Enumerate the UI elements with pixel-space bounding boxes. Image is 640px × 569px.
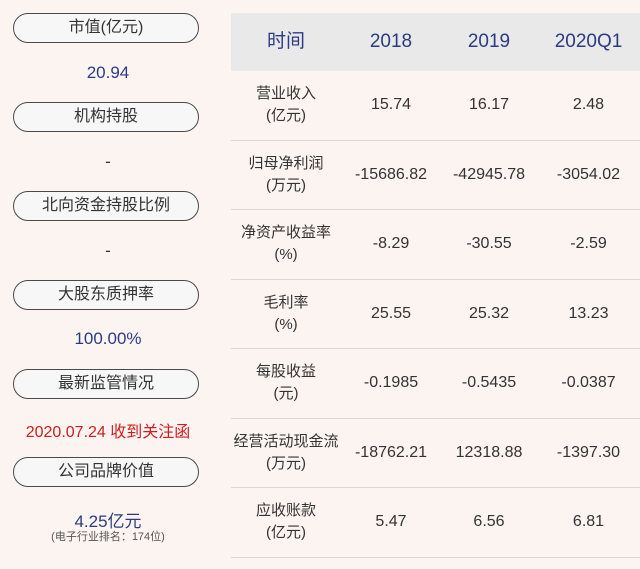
table-row: 毛利率 (%) 25.55 25.32 13.23 [231, 280, 640, 349]
brand-value-label: 公司品牌价值 [13, 457, 199, 487]
cell-2018: 15.74 [370, 96, 412, 114]
institutional-holding-value: - [105, 152, 111, 171]
row-label: 归母净利润 (万元) [248, 154, 324, 194]
cell-2018: 5.47 [375, 513, 407, 531]
cell-2018: -18762.21 [354, 443, 428, 461]
table-header: 时间 2018 2019 2020Q1 [231, 13, 640, 71]
cell-2019: -30.55 [466, 235, 512, 253]
row-label: 每股收益 (元) [255, 363, 316, 403]
cell-2020q1: 2.48 [572, 96, 605, 114]
cell-2019: 25.32 [468, 304, 510, 322]
pledge-ratio-value: 100.00% [74, 329, 142, 348]
cell-2019: 12318.88 [455, 443, 523, 461]
cell-2018: -8.29 [372, 235, 410, 253]
cell-2019: -0.5435 [461, 374, 517, 392]
table-row: 营业收入 (亿元) 15.74 16.17 2.48 [231, 71, 640, 141]
table-row: 净资产收益率 (%) -8.29 -30.55 -2.59 [231, 210, 640, 280]
brand-value-value: 4.25亿元 [74, 512, 142, 531]
header-2020q1: 2020Q1 [554, 31, 623, 52]
table-row: 应收账款 (亿元) 5.47 6.56 6.81 [231, 488, 640, 558]
pledge-ratio-label: 大股东质押率 [13, 280, 199, 310]
institutional-holding-label: 机构持股 [13, 102, 199, 132]
cell-2020q1: 6.81 [572, 513, 605, 531]
row-label: 经营活动现金流 (万元) [233, 432, 339, 472]
brand-rank-note: (电子行业排名：174位) [51, 531, 165, 543]
regulatory-status-value: 2020.07.24 收到关注函 [25, 424, 191, 441]
cell-2020q1: -2.59 [570, 235, 607, 253]
header-2019: 2019 [467, 31, 511, 52]
table-row: 每股收益 (元) -0.1985 -0.5435 -0.0387 [231, 349, 640, 419]
metrics-panel: 市值(亿元) 20.94 机构持股 - 北向资金持股比例 - 大股东质押率 10… [0, 0, 216, 569]
financial-table: 时间 2018 2019 2020Q1 营业收入 (亿元) 15.74 16.17… [231, 13, 640, 558]
cell-2019: 6.56 [473, 513, 505, 531]
table-row: 归母净利润 (万元) -15686.82 -42945.78 -3054.02 [231, 141, 640, 210]
row-label: 净资产收益率 (%) [240, 224, 331, 264]
cell-2020q1: -3054.02 [556, 165, 621, 183]
northbound-holding-value: - [105, 241, 111, 260]
market-cap-label: 市值(亿元) [13, 13, 199, 43]
row-label: 毛利率 (%) [263, 293, 309, 333]
cell-2020q1: -0.0387 [561, 374, 616, 392]
row-label: 营业收入 (亿元) [255, 85, 316, 125]
regulatory-status-label: 最新监管情况 [13, 369, 199, 399]
cell-2018: 25.55 [370, 304, 412, 322]
northbound-holding-label: 北向资金持股比例 [13, 191, 199, 221]
cell-2019: 16.17 [468, 96, 510, 114]
header-period: 时间 [266, 31, 305, 52]
cell-2020q1: 13.23 [568, 304, 609, 322]
table-row: 经营活动现金流 (万元) -18762.21 12318.88 -1397.30 [231, 419, 640, 488]
market-cap-value: 20.94 [86, 63, 130, 82]
row-label: 应收账款 (亿元) [255, 502, 316, 542]
cell-2019: -42945.78 [452, 165, 526, 183]
cell-2018: -15686.82 [354, 165, 428, 183]
cell-2018: -0.1985 [363, 374, 419, 392]
cell-2020q1: -1397.30 [556, 443, 621, 461]
header-2018: 2018 [369, 31, 413, 52]
